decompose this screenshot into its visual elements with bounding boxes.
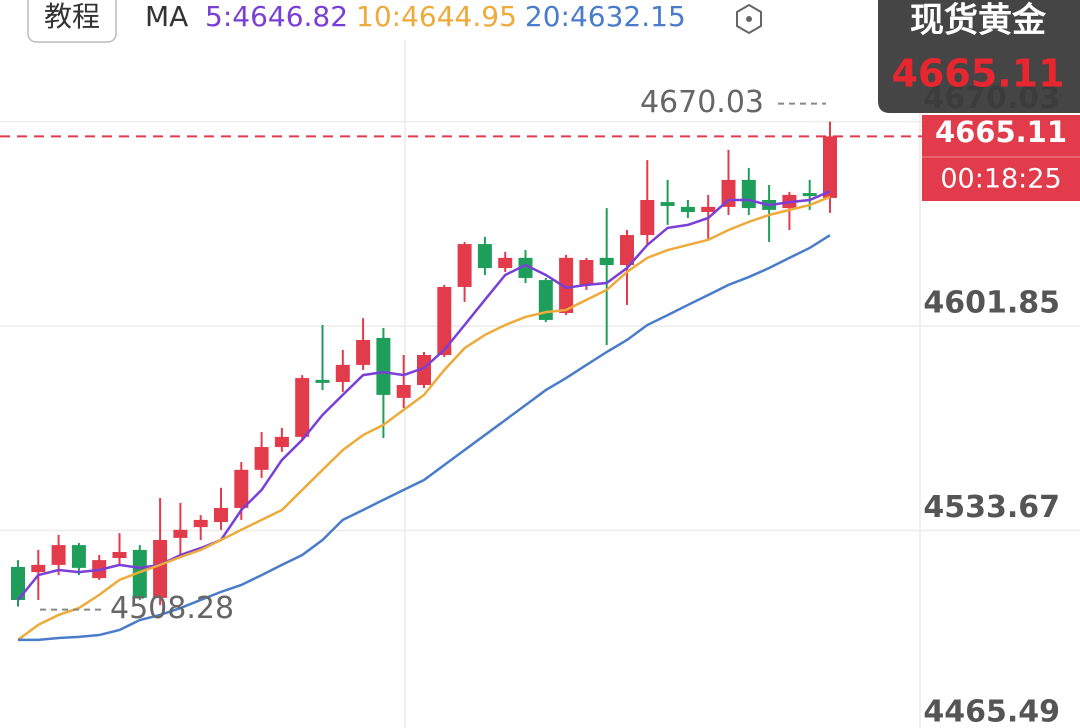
settings-icon[interactable] bbox=[736, 3, 762, 35]
grid bbox=[0, 120, 1080, 532]
instrument-price: 4665.11 bbox=[891, 52, 1064, 96]
ma-label: MA bbox=[145, 0, 188, 33]
y-tick-label: 4601.85 bbox=[923, 286, 1060, 321]
y-tick-label: 4533.67 bbox=[923, 490, 1060, 525]
instrument-name: 现货黄金 bbox=[910, 1, 1047, 41]
low-marker-label: 4508.28 bbox=[110, 591, 234, 626]
candle-body bbox=[71, 545, 86, 568]
candle-body bbox=[457, 244, 472, 287]
candle-body bbox=[376, 337, 391, 395]
tutorial-button[interactable] bbox=[27, 0, 117, 43]
candle-body bbox=[193, 519, 208, 528]
candle-body bbox=[214, 507, 228, 523]
candle-body bbox=[315, 379, 330, 383]
candle-body bbox=[802, 193, 817, 197]
overlay: 4670.03 4508.28 4665.11 00:18:25 现货黄金 4665.11 bbox=[40, 0, 1080, 626]
candle-body bbox=[518, 257, 533, 278]
price-tag-value: 4665.11 bbox=[935, 115, 1067, 149]
tutorial-label[interactable]: 教程 bbox=[44, 0, 100, 33]
candle-body bbox=[538, 280, 553, 320]
high-marker-label: 4670.03 bbox=[640, 85, 764, 120]
candle-body bbox=[356, 340, 371, 365]
marks bbox=[0, 121, 922, 642]
candle-body bbox=[741, 179, 756, 209]
candle-body bbox=[579, 259, 594, 285]
candle-body bbox=[701, 206, 716, 212]
candle-body bbox=[51, 545, 66, 565]
candle-body bbox=[640, 199, 655, 236]
price-tag bbox=[922, 115, 1080, 201]
candle-body bbox=[498, 257, 513, 269]
countdown: 00:18:25 bbox=[940, 164, 1061, 195]
candle-body bbox=[599, 257, 614, 266]
candle-body bbox=[11, 566, 25, 600]
candle-body bbox=[274, 436, 289, 448]
candle-body bbox=[396, 384, 411, 398]
candle-body bbox=[112, 551, 127, 558]
candle-body bbox=[680, 206, 695, 212]
candle-body bbox=[153, 540, 168, 598]
ma-line bbox=[18, 234, 831, 642]
instrument-box bbox=[878, 0, 1080, 113]
candle-body bbox=[559, 257, 574, 314]
candle-body bbox=[437, 286, 452, 356]
candle-body bbox=[620, 235, 634, 266]
legend-entry: 10:4644.95 bbox=[356, 0, 517, 33]
candle-body bbox=[31, 564, 46, 573]
candle-body bbox=[295, 378, 310, 437]
candle-body bbox=[335, 364, 350, 382]
candle-body bbox=[477, 244, 492, 269]
candle-body bbox=[660, 202, 675, 206]
legend-entry: 5:4646.82 bbox=[205, 0, 348, 33]
candle-body bbox=[254, 447, 269, 470]
y-tick-label: 4465.49 bbox=[923, 694, 1060, 728]
candle-body bbox=[234, 469, 249, 508]
candle-body bbox=[823, 136, 837, 198]
ma-line bbox=[17, 195, 831, 641]
candle-body bbox=[417, 355, 431, 385]
legend: 5:4646.82 10:4644.95 20:4632.15 bbox=[205, 0, 686, 33]
legend-entry: 20:4632.15 bbox=[525, 0, 686, 33]
candle-body bbox=[173, 529, 188, 538]
candle-body bbox=[132, 549, 147, 598]
ma-line bbox=[17, 190, 831, 601]
